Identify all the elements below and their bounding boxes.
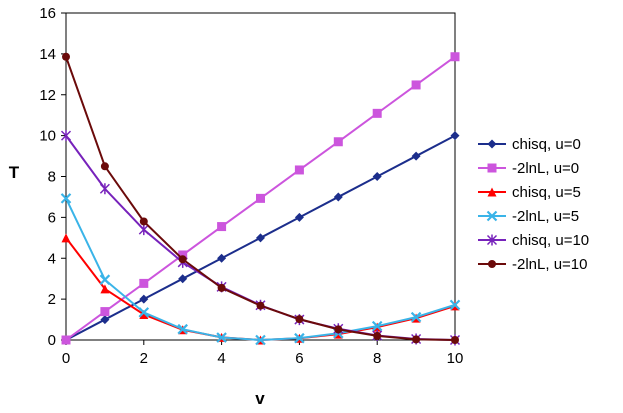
data-point: [255, 334, 266, 346]
x-tick-label: 2: [140, 350, 148, 367]
data-point: [294, 165, 304, 175]
series-line: [65, 237, 456, 342]
y-tick-label: 6: [48, 209, 56, 226]
series-5: [62, 52, 459, 344]
data-point: [487, 163, 497, 173]
data-point: [61, 335, 71, 345]
plot-area: [65, 12, 456, 341]
legend-item: chisq, u=0: [478, 136, 581, 153]
legend-label: -2lnL, u=5: [512, 208, 579, 225]
data-point: [450, 52, 460, 62]
series-line: [65, 197, 456, 342]
y-tick-label: 2: [48, 291, 56, 308]
data-point: [487, 187, 497, 197]
data-point: [139, 278, 149, 288]
data-point: [372, 108, 382, 118]
legend-label: chisq, u=0: [512, 136, 581, 153]
data-point: [178, 250, 188, 260]
data-point: [488, 260, 496, 268]
data-point: [372, 172, 382, 181]
data-point: [138, 307, 150, 318]
series-1: [61, 52, 460, 345]
data-point: [178, 255, 187, 264]
y-axis: 0 2 4 6 8 10 12 14 16: [39, 5, 66, 349]
data-point: [451, 336, 459, 344]
data-point: [486, 234, 498, 246]
data-point: [333, 137, 343, 147]
data-point: [100, 284, 110, 294]
data-point: [256, 193, 265, 203]
data-point: [100, 315, 110, 325]
data-point: [410, 311, 422, 323]
data-point: [100, 307, 110, 317]
y-tick-label: 8: [48, 169, 56, 186]
x-axis-title: v: [255, 389, 265, 408]
x-tick-label: 0: [62, 350, 70, 367]
y-axis-title: T: [9, 163, 20, 182]
data-point: [256, 301, 265, 310]
data-point: [138, 224, 149, 236]
data-point: [99, 274, 111, 285]
series-2: [61, 233, 460, 345]
data-point: [99, 183, 110, 195]
x-tick-label: 4: [217, 350, 225, 367]
data-point: [177, 323, 188, 335]
data-point: [294, 332, 305, 344]
data-point: [371, 320, 383, 332]
x-axis: 0 2 4 6 8 10: [62, 340, 464, 367]
data-point: [295, 315, 304, 324]
series-3: [60, 193, 461, 346]
plot-border: [65, 12, 456, 341]
x-tick-label: 8: [373, 350, 381, 367]
y-tick-label: 10: [39, 128, 56, 145]
legend-item: -2lnL, u=5: [478, 208, 579, 225]
legend-item: chisq, u=5: [478, 184, 581, 201]
legend-item: -2lnL, u=0: [478, 160, 579, 177]
x-tick-label: 10: [447, 350, 464, 367]
legend-item: chisq, u=10: [478, 232, 589, 249]
data-point: [139, 217, 148, 226]
data-point: [411, 151, 421, 161]
y-tick-label: 16: [39, 5, 56, 22]
data-point: [217, 222, 227, 232]
data-point: [450, 131, 460, 141]
data-point: [294, 212, 304, 222]
y-tick-label: 12: [39, 87, 56, 104]
data-point: [60, 130, 72, 142]
data-point: [256, 233, 265, 243]
data-point: [487, 139, 497, 149]
data-point: [60, 193, 72, 204]
data-point: [100, 162, 109, 171]
data-point: [333, 192, 343, 202]
data-point: [486, 210, 498, 222]
legend-label: chisq, u=10: [512, 232, 589, 249]
legend-label: chisq, u=5: [512, 184, 581, 201]
y-tick-label: 4: [48, 250, 56, 267]
y-tick-label: 14: [39, 46, 56, 63]
data-point: [139, 294, 149, 304]
data-point: [139, 309, 149, 319]
legend-label: -2lnL, u=10: [512, 256, 587, 273]
x-tick-label: 6: [295, 350, 303, 367]
data-point: [216, 332, 227, 343]
data-point: [411, 80, 421, 90]
data-point: [334, 325, 343, 334]
series-layer: [60, 52, 461, 346]
series-0: [61, 131, 460, 345]
legend-item: -2lnL, u=10: [478, 256, 587, 273]
data-point: [178, 274, 188, 284]
data-point: [217, 253, 227, 263]
data-point: [373, 331, 382, 340]
data-point: [217, 283, 226, 292]
data-point: [61, 233, 71, 243]
y-tick-label: 0: [48, 332, 56, 349]
data-point: [449, 299, 461, 311]
data-point: [412, 335, 421, 344]
legend-label: -2lnL, u=0: [512, 160, 579, 177]
legend: chisq, u=0 -2lnL, u=0 chisq, u=5 -2lnL, u=5…: [478, 136, 589, 273]
data-point: [62, 52, 70, 61]
